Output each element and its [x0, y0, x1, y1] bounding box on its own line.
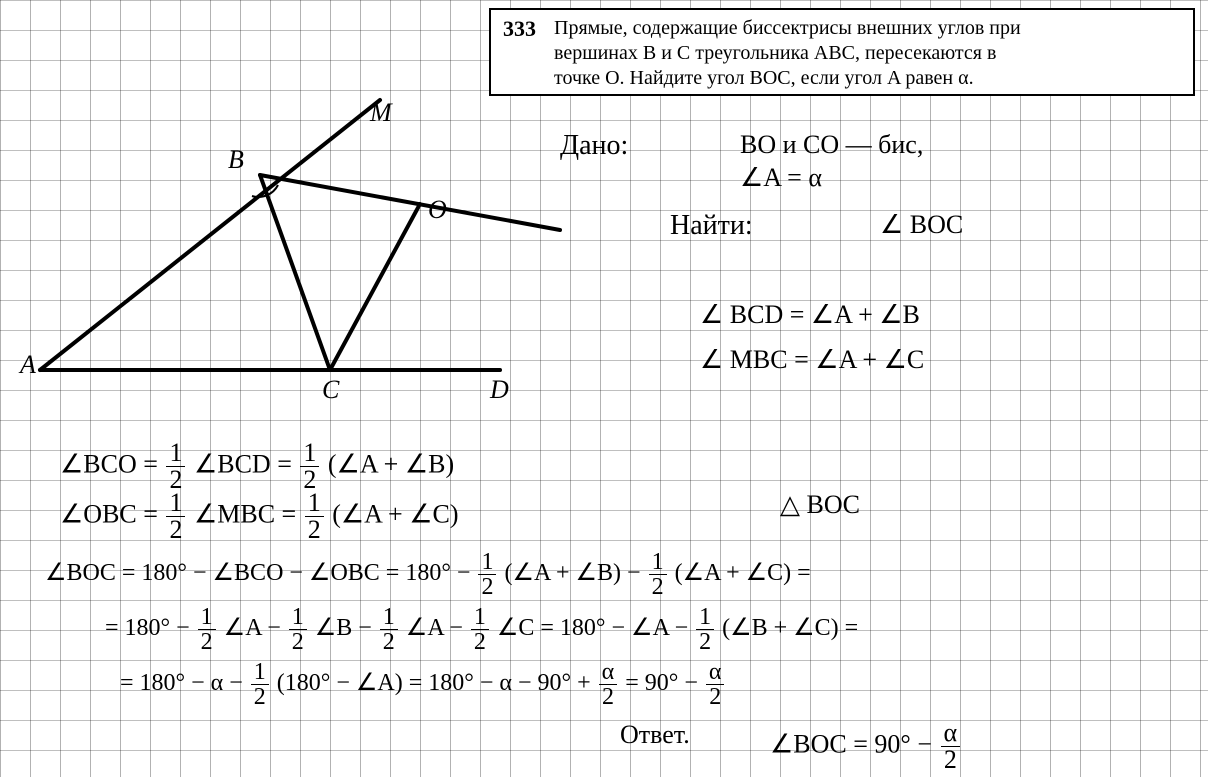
derivation-line-3: = 180° − α − 12 (180° − ∠A) = 180° − α −…: [120, 660, 726, 709]
problem-number: 333: [503, 16, 536, 88]
fraction-half-4: 12: [305, 490, 324, 543]
fraction-half-7: 12: [198, 605, 216, 654]
answer-label: Ответ.: [620, 720, 690, 750]
fraction-alpha-2: α2: [706, 660, 725, 709]
answer-value: ∠BOC = 90° − α2: [770, 720, 962, 773]
eq-mbc: ∠ MBC = ∠A + ∠C: [700, 345, 924, 375]
given-line-1: BO и CO — бис,: [740, 130, 923, 160]
find-value: ∠ BOC: [880, 210, 963, 240]
eq-bco: ∠BCO = 12 ∠BCD = 12 (∠A + ∠B): [60, 440, 454, 493]
eq-obc-rhs: (∠A + ∠C): [332, 499, 458, 528]
problem-text: Прямые, содержащие биссектрисы внешних у…: [554, 16, 1021, 88]
given-line-2: ∠A = α: [740, 163, 822, 193]
fraction-alpha-3: α2: [941, 720, 961, 773]
fraction-half-12: 12: [251, 660, 269, 709]
point-label-a: A: [20, 350, 36, 380]
point-label-b: B: [228, 145, 244, 175]
fraction-half-5: 12: [478, 550, 496, 599]
fraction-half-11: 12: [696, 605, 714, 654]
derivation-line-1: ∠BOC = 180° − ∠BCO − ∠OBC = 180° − 12 (∠…: [45, 550, 811, 599]
fraction-half-6: 12: [649, 550, 667, 599]
problem-line-1: Прямые, содержащие биссектрисы внешних у…: [554, 17, 1021, 39]
problem-box: 333 Прямые, содержащие биссектрисы внешн…: [489, 8, 1195, 96]
eq-bco-lhs: ∠BCO =: [60, 449, 158, 478]
fraction-half-1: 12: [166, 440, 185, 493]
eq-bco-rhs: (∠A + ∠B): [328, 449, 454, 478]
derivation-line-2: = 180° − 12 ∠A − 12 ∠B − 12 ∠A − 12 ∠C =…: [105, 605, 858, 654]
fraction-alpha-1: α2: [599, 660, 618, 709]
point-label-d: D: [490, 375, 509, 405]
fraction-half-9: 12: [380, 605, 398, 654]
eq-obc-lhs: ∠OBC =: [60, 499, 158, 528]
point-label-c: C: [322, 375, 339, 405]
fraction-half-2: 12: [300, 440, 319, 493]
find-label: Найти:: [670, 210, 753, 242]
problem-line-3: точке O. Найдите угол BOC, если угол A р…: [554, 67, 974, 89]
geometry-diagram: [0, 80, 580, 400]
point-label-m: M: [370, 98, 392, 128]
given-label: Дано:: [560, 130, 628, 162]
fraction-half-10: 12: [471, 605, 489, 654]
triangle-boc: △ BOC: [780, 490, 860, 520]
problem-line-2: вершинах B и C треугольника ABC, пересек…: [554, 42, 996, 64]
eq-bco-mid: ∠BCD =: [194, 449, 292, 478]
point-label-o: O: [428, 195, 447, 225]
eq-obc-mid: ∠MBC =: [194, 499, 296, 528]
eq-obc: ∠OBC = 12 ∠MBC = 12 (∠A + ∠C): [60, 490, 459, 543]
eq-bcd: ∠ BCD = ∠A + ∠B: [700, 300, 920, 330]
fraction-half-3: 12: [166, 490, 185, 543]
fraction-half-8: 12: [289, 605, 307, 654]
